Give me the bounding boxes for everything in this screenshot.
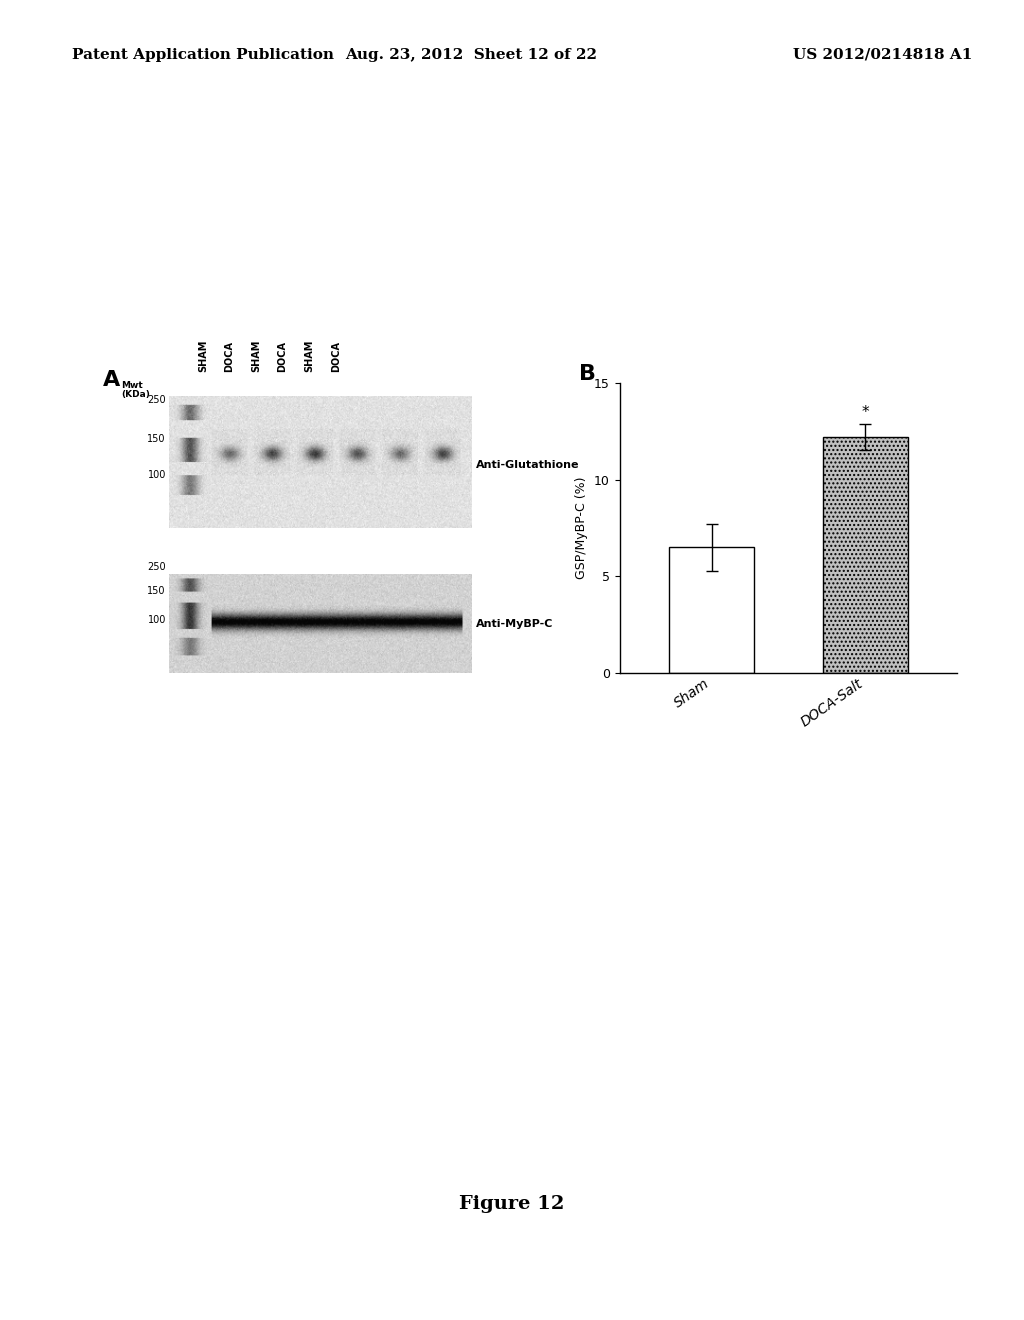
Text: SHAM: SHAM xyxy=(251,339,261,372)
Bar xyxy=(823,437,907,673)
Text: Figure 12: Figure 12 xyxy=(460,1195,564,1213)
Text: *: * xyxy=(861,405,869,420)
Text: Mwt: Mwt xyxy=(121,381,142,391)
Text: US 2012/0214818 A1: US 2012/0214818 A1 xyxy=(794,48,973,62)
Text: SHAM: SHAM xyxy=(198,339,208,372)
Text: B: B xyxy=(579,364,596,384)
Text: Aug. 23, 2012  Sheet 12 of 22: Aug. 23, 2012 Sheet 12 of 22 xyxy=(345,48,597,62)
Text: (KDa): (KDa) xyxy=(121,391,150,400)
Text: DOCA: DOCA xyxy=(224,342,234,372)
Text: A: A xyxy=(102,370,120,389)
Text: 250: 250 xyxy=(147,395,166,405)
Text: 150: 150 xyxy=(147,586,166,597)
Text: 250: 250 xyxy=(147,562,166,573)
Y-axis label: GSP/MyBP-C (%): GSP/MyBP-C (%) xyxy=(575,477,589,579)
Text: Anti-MyBP-C: Anti-MyBP-C xyxy=(476,619,554,630)
Bar xyxy=(670,548,754,673)
Text: Patent Application Publication: Patent Application Publication xyxy=(72,48,334,62)
Text: DOCA: DOCA xyxy=(278,342,288,372)
Text: DOCA: DOCA xyxy=(331,342,341,372)
Text: 150: 150 xyxy=(147,434,166,445)
Text: 100: 100 xyxy=(147,615,166,626)
Text: 100: 100 xyxy=(147,470,166,480)
Text: Anti-Glutathione: Anti-Glutathione xyxy=(476,459,580,470)
Text: SHAM: SHAM xyxy=(304,339,314,372)
